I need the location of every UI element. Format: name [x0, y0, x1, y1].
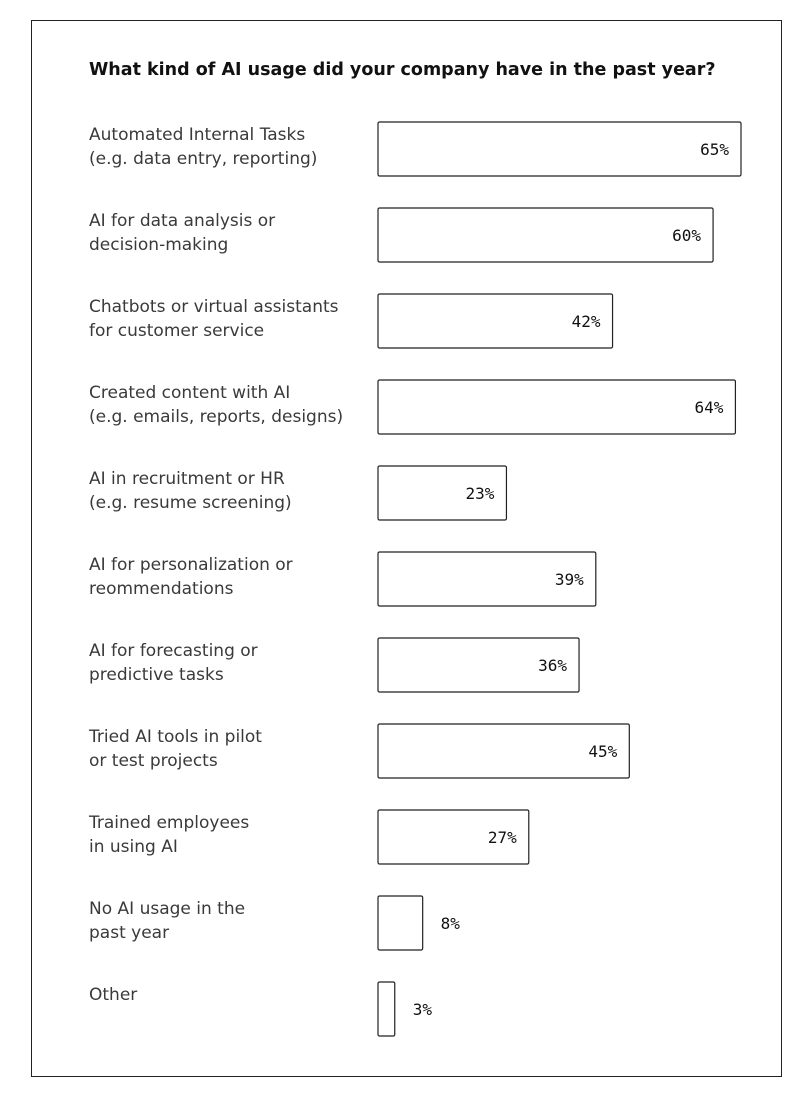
category-label-line: for customer service [89, 321, 264, 341]
bar [377, 207, 714, 263]
bar [377, 637, 580, 693]
chart-frame [31, 20, 782, 1077]
value-label: 3% [413, 1000, 433, 1019]
category-label-line: No AI usage in the [89, 899, 245, 919]
bar [377, 121, 742, 177]
bar-row: Trained employees in using AI 27% [88, 809, 530, 865]
category-label: Other [89, 985, 137, 1005]
value-label: 27% [488, 828, 517, 847]
bar-row: No AI usage in the past year 8% [89, 895, 461, 951]
category-label-line: or test projects [89, 751, 218, 771]
category-label: AI in recruitment or HR (e.g. resume scre… [89, 469, 292, 513]
category-label-line: predictive tasks [89, 665, 224, 685]
category-label: No AI usage in the past year [89, 899, 245, 943]
bar [377, 551, 597, 607]
category-label: AI for personalization or reommendations [89, 555, 293, 599]
value-label: 23% [466, 484, 495, 503]
value-label: 42% [572, 312, 601, 331]
bar-row: AI for data analysis or decision-making 60… [89, 207, 714, 263]
bar-row: Created content with AI (e.g. emails, rep… [89, 379, 737, 435]
category-label-line: AI for forecasting or [89, 641, 258, 661]
bar [377, 895, 424, 951]
category-label-line: (e.g. emails, reports, designs) [89, 407, 343, 427]
category-label-line: AI for data analysis or [89, 211, 275, 231]
category-label-line: Created content with AI [89, 383, 290, 403]
bar-row: Tried AI tools in pilot or test projects 4… [88, 723, 630, 779]
value-label: 39% [555, 570, 584, 589]
bar [377, 809, 530, 865]
category-label: Tried AI tools in pilot or test projects [88, 727, 262, 771]
category-label-line: past year [89, 923, 169, 943]
value-label: 64% [695, 398, 724, 417]
category-label-line: Other [89, 985, 137, 1005]
bar [377, 465, 508, 521]
category-label: Automated Internal Tasks (e.g. data entry… [89, 125, 317, 169]
bar [377, 379, 737, 435]
bar-row: Automated Internal Tasks (e.g. data entry… [89, 121, 742, 177]
category-label: AI for forecasting or predictive tasks [89, 641, 258, 685]
category-label-line: Automated Internal Tasks [89, 125, 305, 145]
category-label-line: AI in recruitment or HR [89, 469, 285, 489]
value-label: 45% [588, 742, 617, 761]
bar-row: Chatbots or virtual assistants for custom… [89, 293, 614, 349]
category-label-line: reommendations [89, 579, 234, 599]
bar-row: Other 3% [89, 981, 433, 1037]
category-label: Trained employees in using AI [88, 813, 249, 857]
category-label-line: Chatbots or virtual assistants [89, 297, 339, 317]
value-label: 65% [700, 140, 729, 159]
value-label: 36% [538, 656, 567, 675]
bar-row: AI in recruitment or HR (e.g. resume scre… [89, 465, 508, 521]
chart-title: What kind of AI usage did your company h… [89, 60, 716, 80]
bar-row: AI for personalization or reommendations 3… [89, 551, 597, 607]
category-label: Created content with AI (e.g. emails, rep… [89, 383, 343, 427]
category-label-line: Trained employees [88, 813, 249, 833]
category-label-line: Tried AI tools in pilot [88, 727, 262, 747]
category-label-line: in using AI [89, 837, 178, 857]
category-label-line: (e.g. data entry, reporting) [89, 149, 317, 169]
value-label: 8% [441, 914, 461, 933]
category-label: AI for data analysis or decision-making [89, 211, 275, 255]
bar-rows: Automated Internal Tasks (e.g. data entry… [88, 121, 742, 1037]
category-label-line: (e.g. resume screening) [89, 493, 292, 513]
category-label-line: decision-making [89, 235, 228, 255]
category-label-line: AI for personalization or [89, 555, 293, 575]
bar [377, 981, 396, 1037]
category-label: Chatbots or virtual assistants for custom… [89, 297, 339, 341]
bar-row: AI for forecasting or predictive tasks 36% [89, 637, 580, 693]
value-label: 60% [672, 226, 701, 245]
bar [377, 723, 630, 779]
bar [377, 293, 614, 349]
